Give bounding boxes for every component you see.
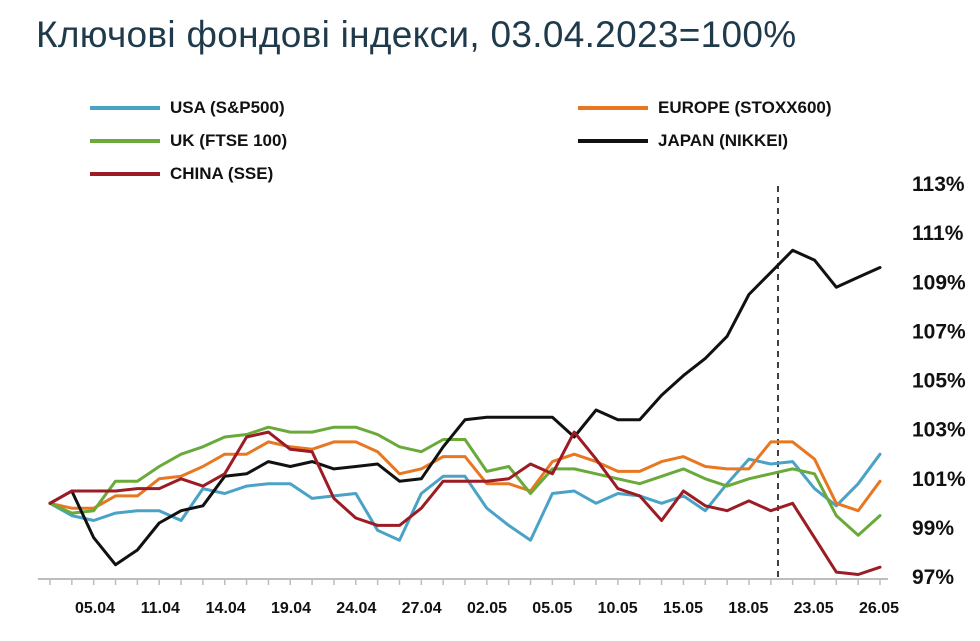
x-tick-label: 23.05 (794, 600, 834, 617)
chart-title: Ключові фондові індекси, 03.04.2023=100% (36, 14, 797, 55)
legend-item-japan: JAPAN (NIKKEI) (578, 131, 788, 151)
series-line-3 (48, 248, 882, 567)
legend-swatch (90, 106, 160, 110)
x-tick-label: 24.04 (336, 600, 376, 617)
y-tick-label: 109% (912, 271, 966, 294)
series-line-2 (48, 425, 882, 537)
legend-label: CHINA (SSE) (170, 164, 274, 183)
x-tick-label: 11.04 (141, 600, 180, 617)
legend-swatch (578, 106, 648, 110)
legend-item-europe: EUROPE (STOXX600) (578, 98, 832, 118)
y-tick-label: 113% (912, 173, 965, 196)
legend-swatch (90, 172, 160, 176)
legend-item-usa: USA (S&P500) (90, 98, 285, 118)
x-tick-label: 19.04 (271, 600, 311, 617)
legend-item-uk: UK (FTSE 100) (90, 131, 287, 151)
y-tick-label: 97% (912, 566, 954, 589)
legend-label: JAPAN (NIKKEI) (658, 131, 789, 150)
x-tick-label: 27.04 (402, 600, 442, 617)
legend-label: USA (S&P500) (170, 98, 285, 117)
series-line-4 (48, 430, 882, 576)
y-tick-label: 101% (912, 468, 966, 491)
y-tick-label: 99% (912, 517, 954, 540)
x-tick-label: 10.05 (598, 600, 638, 617)
y-tick-label: 107% (912, 320, 966, 343)
x-tick-label: 02.05 (467, 600, 507, 617)
y-tick-label: 103% (912, 419, 966, 442)
legend-swatch (578, 139, 648, 143)
series-line-1 (48, 440, 882, 513)
x-tick-label: 14.04 (206, 600, 246, 617)
y-tick-label: 111% (912, 222, 964, 245)
x-tick-label: 05.05 (532, 600, 572, 617)
legend-label: EUROPE (STOXX600) (658, 98, 832, 117)
x-tick-label: 18.05 (728, 600, 768, 617)
legend-swatch (90, 139, 160, 143)
series-line-0 (48, 452, 882, 542)
legend-item-china: CHINA (SSE) (90, 164, 273, 184)
x-tick-label: 26.05 (859, 600, 899, 617)
x-tick-label: 05.04 (75, 600, 115, 617)
y-tick-label: 105% (912, 370, 966, 393)
x-tick-label: 15.05 (663, 600, 703, 617)
legend: USA (S&P500) EUROPE (STOXX600) UK (FTSE … (0, 0, 980, 200)
legend-label: UK (FTSE 100) (170, 131, 288, 150)
